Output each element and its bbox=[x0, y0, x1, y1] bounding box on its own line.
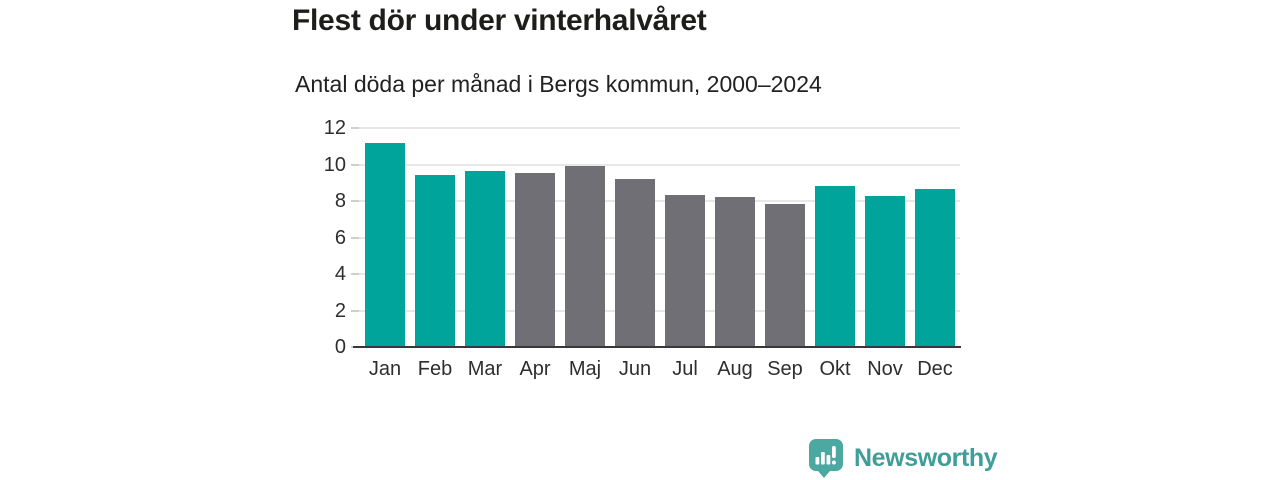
x-axis-label-jun: Jun bbox=[618, 358, 652, 380]
y-tick-4 bbox=[351, 273, 359, 275]
y-axis-label-8: 8 bbox=[334, 190, 346, 212]
y-axis-label-12: 12 bbox=[323, 117, 346, 139]
x-axis-label-feb: Feb bbox=[417, 358, 453, 380]
x-axis-label-jan: Jan bbox=[368, 358, 402, 380]
bar-dec bbox=[915, 189, 955, 347]
gridline-12 bbox=[356, 127, 960, 129]
bar-jan bbox=[365, 142, 405, 347]
y-tick-12 bbox=[351, 127, 359, 129]
x-axis-label-apr: Apr bbox=[519, 358, 551, 380]
bar-nov bbox=[865, 196, 905, 347]
y-axis-label-2: 2 bbox=[334, 299, 346, 322]
x-axis-line bbox=[353, 346, 961, 348]
bar-chart-speech-bubble-icon bbox=[809, 439, 843, 478]
x-axis-label-nov: Nov bbox=[867, 358, 903, 380]
bar-maj bbox=[565, 166, 605, 347]
y-axis-label-6: 6 bbox=[334, 226, 346, 249]
gridline-8 bbox=[356, 200, 960, 202]
y-tick-8 bbox=[351, 200, 359, 202]
bar-apr bbox=[515, 172, 555, 347]
y-tick-10 bbox=[351, 163, 359, 166]
plot-area bbox=[351, 127, 961, 348]
chart-subtitle: Antal döda per månad i Bergs kommun, 200… bbox=[295, 71, 822, 97]
bar-aug bbox=[715, 197, 755, 347]
x-axis-label-maj: Maj bbox=[568, 358, 602, 380]
x-axis-label-okt: Okt bbox=[819, 358, 851, 380]
bar-feb bbox=[415, 175, 455, 347]
bar-mar bbox=[465, 170, 505, 347]
gridline-10 bbox=[356, 163, 960, 166]
newsworthy-logo-text: Newsworthy bbox=[854, 443, 998, 472]
bar-sep bbox=[765, 203, 805, 347]
x-axis-label-jul: Jul bbox=[672, 358, 698, 380]
x-axis-label-mar: Mar bbox=[467, 358, 503, 380]
y-axis-label-0: 0 bbox=[334, 336, 346, 358]
bar-jul bbox=[665, 194, 705, 347]
chart-title: Flest dör under vinterhalvåret bbox=[292, 4, 707, 37]
x-axis-label-aug: Aug bbox=[717, 358, 753, 380]
gridline-4 bbox=[356, 273, 960, 275]
bar-okt bbox=[815, 186, 855, 347]
y-tick-6 bbox=[351, 236, 359, 239]
y-tick-2 bbox=[351, 309, 359, 312]
x-axis-label-sep: Sep bbox=[767, 358, 803, 380]
gridline-6 bbox=[356, 236, 960, 239]
bar-jun bbox=[615, 179, 655, 347]
newsworthy-logo: Newsworthy bbox=[808, 438, 998, 478]
y-axis-label-10: 10 bbox=[323, 153, 346, 176]
y-axis-label-4: 4 bbox=[334, 263, 346, 285]
x-axis-label-dec: Dec bbox=[917, 358, 953, 380]
gridline-2 bbox=[356, 309, 960, 312]
